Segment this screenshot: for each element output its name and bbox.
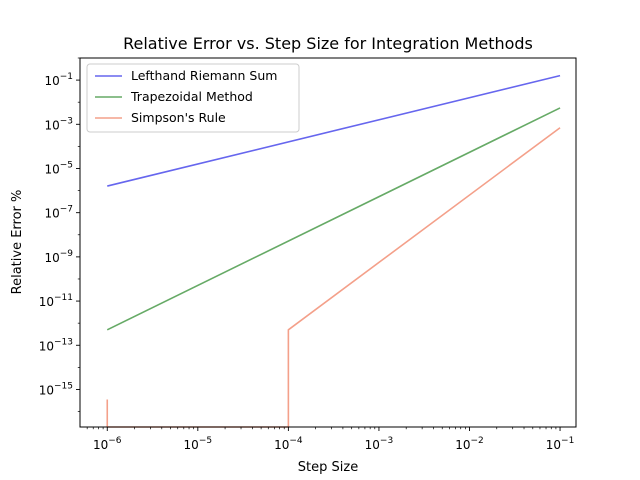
x-tick-label: 10−3 xyxy=(365,436,394,452)
x-tick-label: 10−5 xyxy=(184,436,213,452)
x-tick-label: 10−1 xyxy=(546,436,575,452)
y-tick-label: 10−11 xyxy=(39,293,73,309)
legend: Lefthand Riemann Sum Trapezoidal Method … xyxy=(86,63,300,133)
x-tick-label: 10−6 xyxy=(93,436,122,452)
y-tick-label: 10−13 xyxy=(39,337,73,353)
x-tick-label: 10−4 xyxy=(274,436,303,452)
plot-frame xyxy=(79,57,577,428)
y-axis-label: Relative Error % xyxy=(10,190,25,295)
y-tick-label: 10−15 xyxy=(39,381,73,397)
x-tick-label: 10−2 xyxy=(455,436,484,452)
legend-label-trapezoidal-method: Trapezoidal Method xyxy=(130,89,253,104)
x-axis-ticks: 10−6 10−5 10−4 10−3 10−2 10−1 xyxy=(86,427,575,452)
series-line-trapezoidal-method xyxy=(106,107,561,331)
series-line-lefthand-riemann-sum xyxy=(107,74,561,187)
legend-label-simpsons-rule: Simpson's Rule xyxy=(131,110,226,125)
x-axis-label: Step Size xyxy=(298,460,358,475)
y-tick-label: 10−3 xyxy=(44,116,73,132)
y-axis-ticks: 10−15 10−13 10−11 10−9 10−7 10−5 10−3 10−1 xyxy=(39,57,80,412)
chart-title: Relative Error vs. Step Size for Integra… xyxy=(123,34,533,53)
y-tick-label: 10−1 xyxy=(44,72,73,88)
y-tick-label: 10−7 xyxy=(44,205,73,221)
y-tick-label: 10−5 xyxy=(44,160,73,176)
y-tick-label: 10−9 xyxy=(44,249,73,265)
legend-label-lefthand-riemann-sum: Lefthand Riemann Sum xyxy=(131,68,277,83)
legend-box xyxy=(86,63,300,133)
